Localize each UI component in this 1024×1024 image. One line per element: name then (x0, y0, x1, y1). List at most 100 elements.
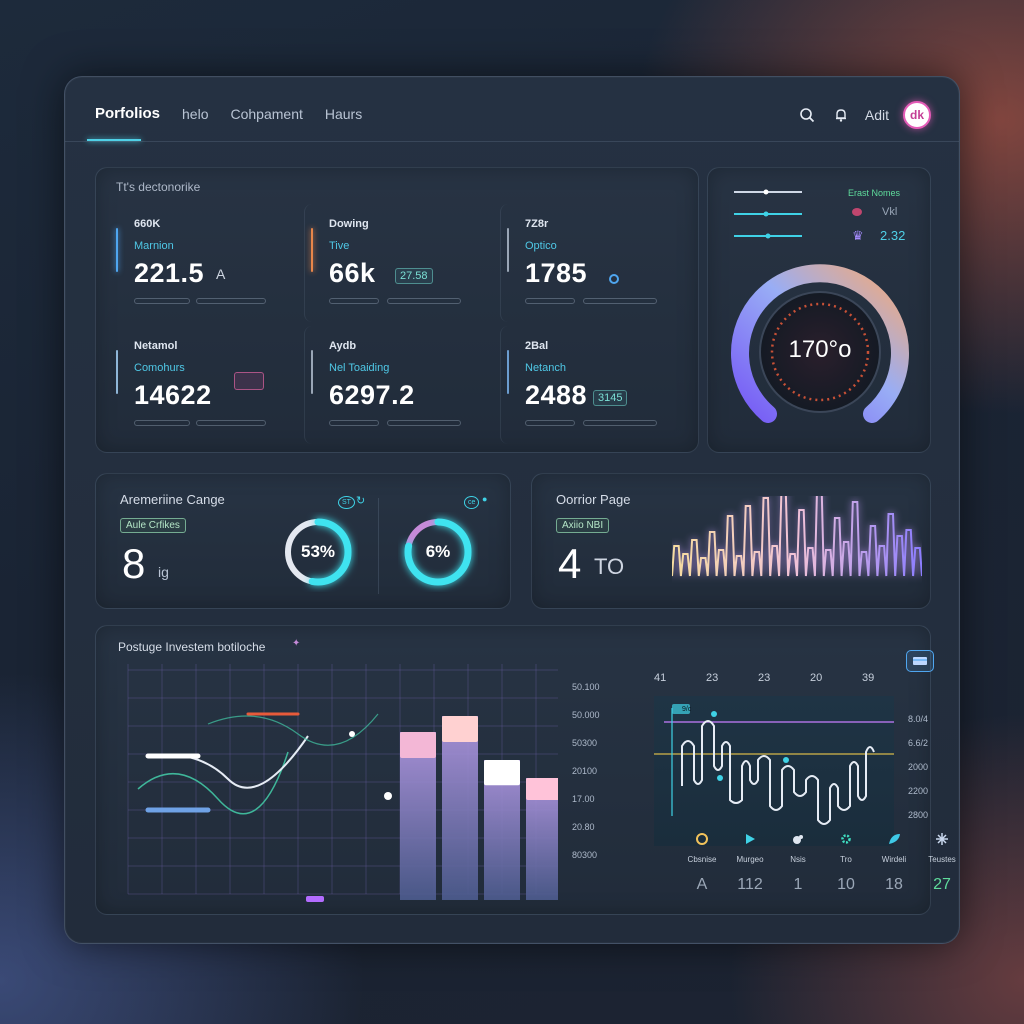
signal-axis-label: 8.0/4 (908, 714, 929, 724)
card-accent (507, 350, 509, 394)
chart-point (384, 792, 392, 800)
investment-bar[interactable] (400, 732, 436, 900)
waveform-line (672, 496, 922, 577)
card-label: 2Bal (525, 340, 549, 352)
nav-divider (65, 141, 959, 142)
range-tag: Aule Crfikes (120, 518, 186, 533)
legend-value: 18 (885, 876, 903, 893)
card-accent (116, 228, 118, 272)
bell-icon[interactable] (831, 105, 851, 125)
card-value: 2488 (525, 380, 588, 410)
card-label: 7Z8r (525, 218, 549, 230)
active-tab-indicator (87, 139, 141, 141)
stat-card[interactable]: Netamol Comohurs 14622 (110, 326, 286, 444)
axis-label: 80300 (572, 850, 598, 860)
signal-marker (672, 704, 690, 714)
investment-bar-cap (526, 778, 558, 800)
top-nav: Porfolios helo Cohpament Haurs (95, 105, 362, 122)
card-bar (387, 420, 461, 426)
range-number: 8 (122, 540, 146, 587)
donut-badge: ce (464, 496, 480, 509)
legend-value: 112 (737, 876, 763, 893)
card-bar (525, 420, 575, 426)
card-icon[interactable] (906, 650, 934, 672)
tab-helo[interactable]: helo (182, 105, 209, 122)
card-bar (329, 420, 379, 426)
avatar[interactable]: dk (903, 101, 931, 129)
axis-label: 20100 (572, 766, 598, 776)
card-accent (116, 350, 118, 394)
page-number: 4 (558, 540, 582, 587)
gauge-legend-title: Erast Nomes (848, 188, 901, 198)
legend-item[interactable]: Nsis 1 (768, 832, 828, 894)
card-sublabel: Comohurs (134, 362, 185, 374)
range-panel: Aremeriine Cange Aule Crfikes 8 ig ST ↻ … (95, 473, 511, 609)
card-sublabel: Tive (329, 240, 350, 252)
card-bar (387, 298, 461, 304)
legend-value: 1 (793, 876, 803, 893)
dashboard-window: Porfolios helo Cohpament Haurs Adit dk T… (64, 76, 960, 944)
tab-cohpament[interactable]: Cohpament (230, 105, 303, 122)
circle-icon (672, 832, 732, 851)
range-unit: ig (158, 564, 169, 580)
trend-line (137, 751, 289, 815)
legend-item[interactable]: Cbsnise A (672, 832, 732, 894)
investment-title: Postuge Investem botiloche (118, 640, 266, 654)
card-label: Dowing (329, 218, 369, 230)
card-bar (329, 298, 379, 304)
card-bar (196, 420, 266, 426)
signal-wave (681, 720, 875, 825)
trend-line (207, 713, 379, 746)
axis-label: 50.000 (572, 710, 600, 720)
investment-bar[interactable] (442, 716, 478, 900)
nav-actions: Adit dk (797, 101, 931, 129)
gauge-tick-ring (770, 302, 870, 402)
signal-top-label: 20 (810, 672, 823, 684)
sparkle-icon: ✦ (292, 638, 301, 649)
legend-item[interactable]: Tro 10 (816, 832, 876, 894)
donut-chart (284, 518, 352, 586)
tab-haurs[interactable]: Haurs (324, 105, 363, 122)
legend-label: Murgeo (736, 855, 764, 864)
card-label: Netamol (134, 340, 178, 352)
snow-icon (912, 832, 972, 851)
stat-card[interactable]: 2Bal Netanch 2488 3145 (500, 326, 676, 444)
stat-card[interactable]: 660K Marnion 221.5 A (110, 204, 286, 322)
tab-porfolios[interactable]: Porfolios (95, 105, 161, 122)
search-icon[interactable] (797, 105, 817, 125)
stat-card[interactable]: Dowing Tive 66k 27.58 (304, 204, 480, 322)
play-icon (720, 832, 780, 851)
legend-item[interactable]: Wirdeli 18 (864, 832, 924, 894)
card-value: 66k (329, 258, 376, 288)
stat-card[interactable]: Aydb Nel Toaiding 6297.2 (304, 326, 480, 444)
drop-icon (768, 832, 828, 851)
gear-icon (816, 832, 876, 851)
donut-chart (404, 518, 472, 586)
legend-item[interactable]: Teustes 27 (912, 832, 972, 894)
investment-bar-cap (442, 716, 478, 742)
legend-value: 27 (933, 876, 951, 893)
range-title: Aremeriine Cange (120, 492, 225, 507)
leaf-icon (864, 832, 924, 851)
signal-axis-label: 2200 (908, 786, 929, 796)
crown-icon: ♛ (852, 228, 864, 243)
refresh-icon[interactable]: ↻ (356, 495, 366, 507)
card-bar (134, 420, 190, 426)
card-accent (311, 350, 313, 394)
signal-marker-label: 9/c (682, 706, 692, 713)
adit-link[interactable]: Adit (864, 107, 889, 123)
panel-divider (378, 498, 379, 594)
page-unit: TO (594, 554, 625, 579)
card-value: 221.5 (134, 258, 205, 288)
stat-card[interactable]: 7Z8r Optico 1785 (500, 204, 676, 322)
card-accent (507, 228, 509, 272)
signal-axis-label: 2000 (908, 762, 929, 772)
card-bar (583, 420, 657, 426)
card-bar (525, 298, 575, 304)
chart-marker (306, 896, 324, 902)
drop-icon: ● (482, 494, 488, 504)
gauge-arc (731, 264, 909, 423)
signal-dot (783, 757, 789, 763)
page-panel: Oorrior Page Axiio NBI 4 TO (531, 473, 931, 609)
legend-item[interactable]: Murgeo 112 (720, 832, 780, 894)
